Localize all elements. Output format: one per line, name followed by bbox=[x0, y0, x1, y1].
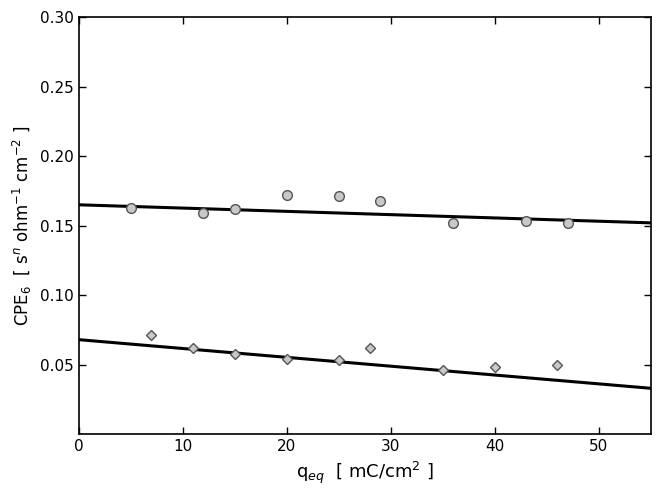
X-axis label: q$_{eq}$  [ mC/cm$^2$ ]: q$_{eq}$ [ mC/cm$^2$ ] bbox=[296, 460, 434, 486]
Y-axis label: CPE$_6$  [ s$^n$ ohm$^{-1}$ cm$^{-2}$ ]: CPE$_6$ [ s$^n$ ohm$^{-1}$ cm$^{-2}$ ] bbox=[11, 126, 34, 326]
